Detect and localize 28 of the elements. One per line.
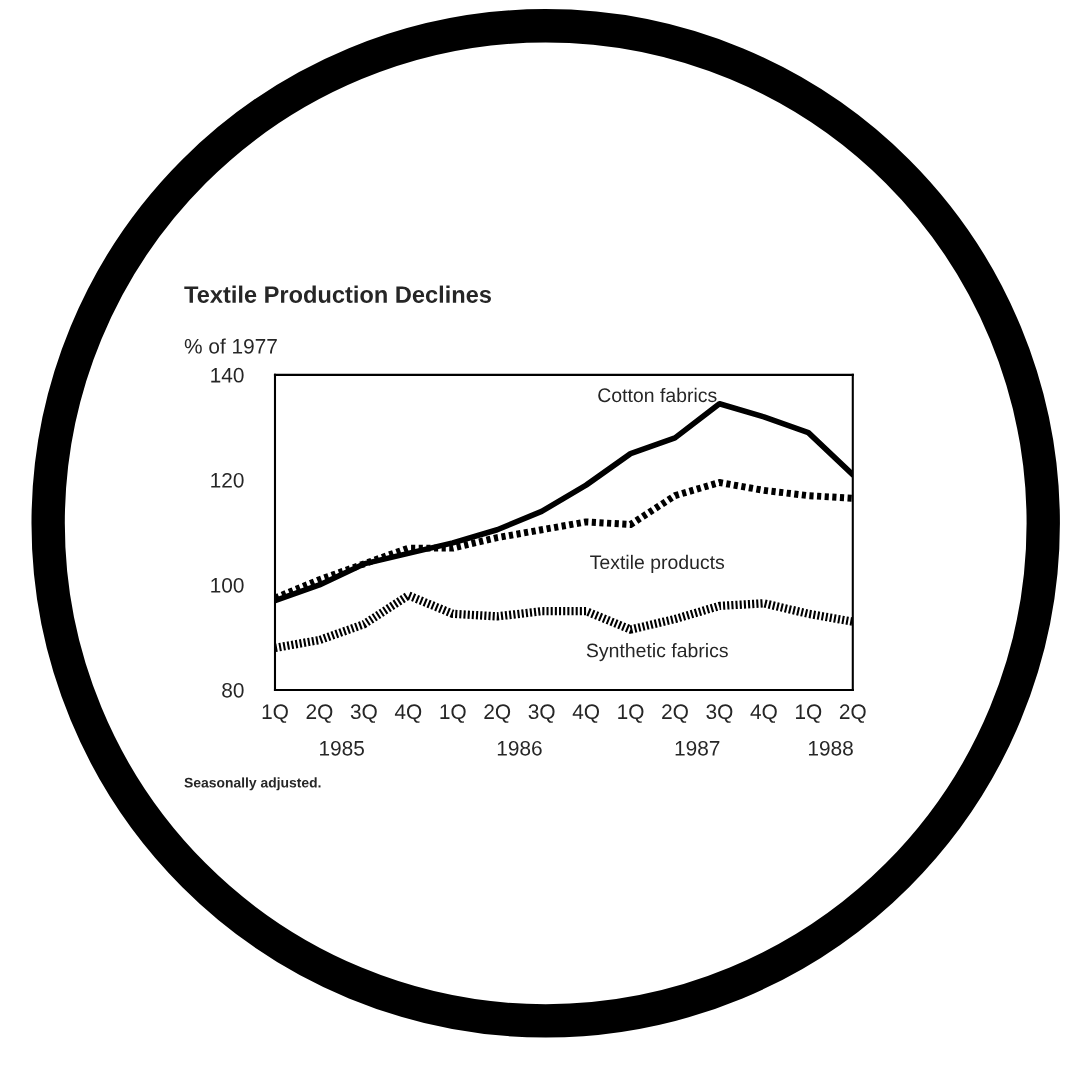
x-tick-label: 3Q — [706, 704, 733, 723]
y-axis-title: % of 1977 — [184, 338, 277, 354]
x-tick-label: 2Q — [484, 704, 511, 723]
x-tick-label: 3Q — [350, 704, 377, 723]
x-tick-label: 4Q — [394, 704, 422, 723]
text: Seasonally adjusted. — [184, 777, 321, 791]
text: 1987 — [675, 740, 720, 756]
y-tick-label: 120 — [211, 472, 244, 488]
text: 1986 — [497, 740, 542, 756]
y-tick-label: 100 — [211, 577, 244, 593]
text: 1988 — [808, 740, 853, 756]
x-tick-label: 2Q — [306, 704, 333, 723]
x-tick-label: 2Q — [839, 704, 866, 723]
text: 1985 — [320, 740, 364, 756]
x-tick-label: 4Q — [572, 704, 600, 723]
series-label: Synthetic fabrics — [586, 643, 728, 662]
x-tick-label: 2Q — [662, 704, 688, 723]
chart-title: Textile Production Declines — [184, 285, 491, 303]
x-tick-label: 4Q — [750, 704, 777, 723]
x-tick-label: 3Q — [528, 704, 555, 723]
x-tick-label: 1Q — [440, 704, 466, 723]
series-label: Textile products — [590, 554, 725, 573]
y-tick-label: 140 — [211, 367, 244, 383]
x-tick-label: 1Q — [262, 704, 288, 723]
y-tick-label: 80 — [222, 682, 244, 698]
x-tick-label: 1Q — [618, 704, 644, 723]
x-tick-label: 1Q — [796, 704, 822, 723]
series-label: Cotton fabrics — [598, 387, 717, 403]
